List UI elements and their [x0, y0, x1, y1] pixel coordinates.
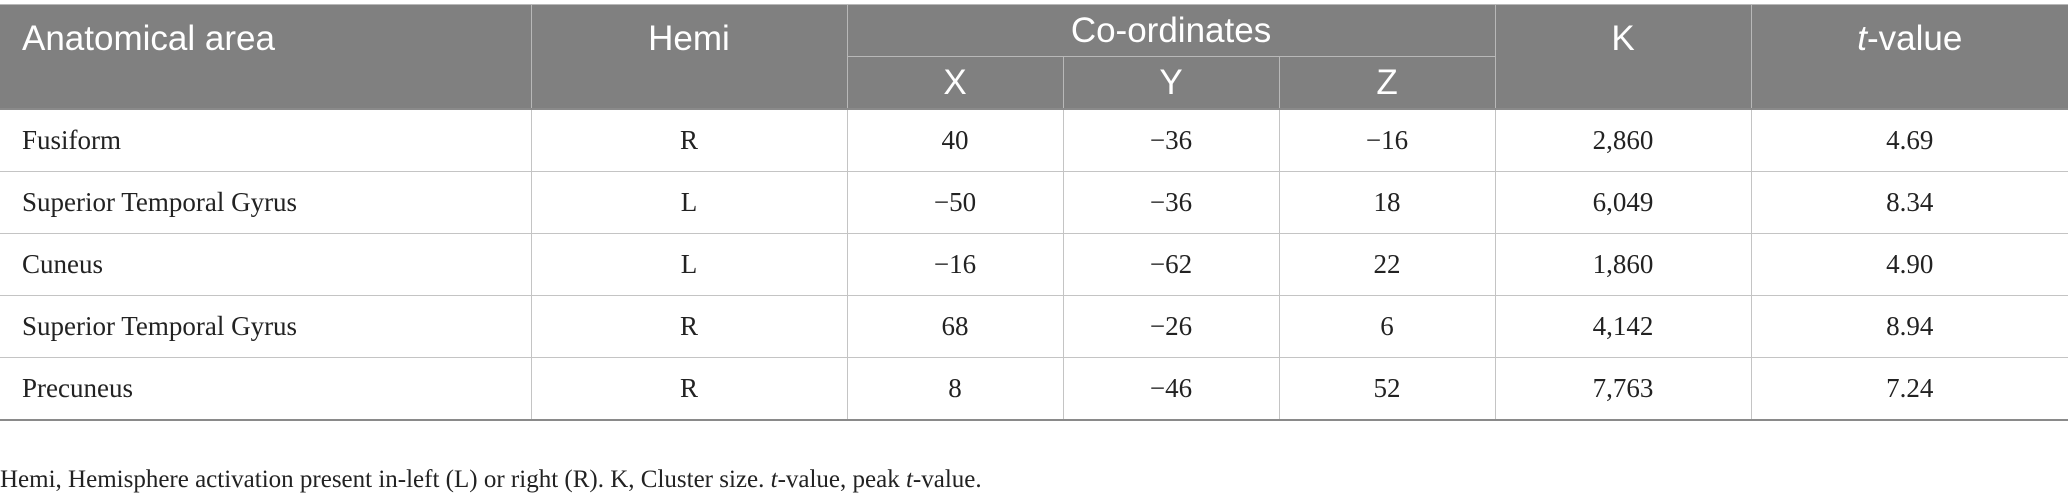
header-hemi: Hemi — [530, 4, 848, 110]
cell-hemi: R — [530, 108, 848, 172]
table-row: Superior Temporal Gyrus L −50 −36 18 6,0… — [0, 171, 2068, 234]
cell-hemi: L — [530, 171, 848, 234]
cell-hemi: R — [530, 357, 848, 421]
cell-z: 22 — [1278, 233, 1496, 296]
cell-x: −50 — [846, 171, 1064, 234]
cell-z: 52 — [1278, 357, 1496, 421]
header-k: K — [1494, 4, 1752, 110]
cell-t: 4.90 — [1750, 233, 2068, 296]
header-t-value: t-value — [1750, 4, 2068, 110]
cell-k: 1,860 — [1494, 233, 1752, 296]
results-table: Anatomical area Hemi Co-ordinates K t-va… — [0, 4, 2068, 421]
cell-t: 8.94 — [1750, 295, 2068, 358]
cell-y: −46 — [1062, 357, 1280, 421]
table-row: Superior Temporal Gyrus R 68 −26 6 4,142… — [0, 295, 2068, 358]
header-coordinates: Co-ordinates — [846, 4, 1496, 57]
table-row: Precuneus R 8 −46 52 7,763 7.24 — [0, 357, 2068, 421]
table-row: Fusiform R 40 −36 −16 2,860 4.69 — [0, 108, 2068, 172]
cell-y: −62 — [1062, 233, 1280, 296]
cell-area: Fusiform — [0, 108, 532, 172]
header-x: X — [847, 56, 1064, 110]
table-footnote: Hemi, Hemisphere activation present in-l… — [0, 466, 982, 493]
header-z: Z — [1278, 56, 1496, 110]
cell-k: 6,049 — [1494, 171, 1752, 234]
cell-x: 68 — [846, 295, 1064, 358]
cell-area: Superior Temporal Gyrus — [0, 171, 532, 234]
cell-t: 7.24 — [1750, 357, 2068, 421]
cell-z: 6 — [1278, 295, 1496, 358]
cell-x: 8 — [846, 357, 1064, 421]
header-anatomical-area: Anatomical area — [0, 4, 532, 110]
cell-z: −16 — [1278, 108, 1496, 172]
cell-k: 7,763 — [1494, 357, 1752, 421]
table-row: Cuneus L −16 −62 22 1,860 4.90 — [0, 233, 2068, 296]
cell-y: −36 — [1062, 108, 1280, 172]
cell-x: 40 — [846, 108, 1064, 172]
cell-y: −36 — [1062, 171, 1280, 234]
header-y: Y — [1062, 56, 1280, 110]
cell-area: Superior Temporal Gyrus — [0, 295, 532, 358]
cell-z: 18 — [1278, 171, 1496, 234]
cell-x: −16 — [846, 233, 1064, 296]
cell-area: Precuneus — [0, 357, 532, 421]
cell-t: 4.69 — [1750, 108, 2068, 172]
cell-y: −26 — [1062, 295, 1280, 358]
cell-k: 2,860 — [1494, 108, 1752, 172]
cell-k: 4,142 — [1494, 295, 1752, 358]
cell-hemi: L — [530, 233, 848, 296]
cell-area: Cuneus — [0, 233, 532, 296]
cell-hemi: R — [530, 295, 848, 358]
cell-t: 8.34 — [1750, 171, 2068, 234]
